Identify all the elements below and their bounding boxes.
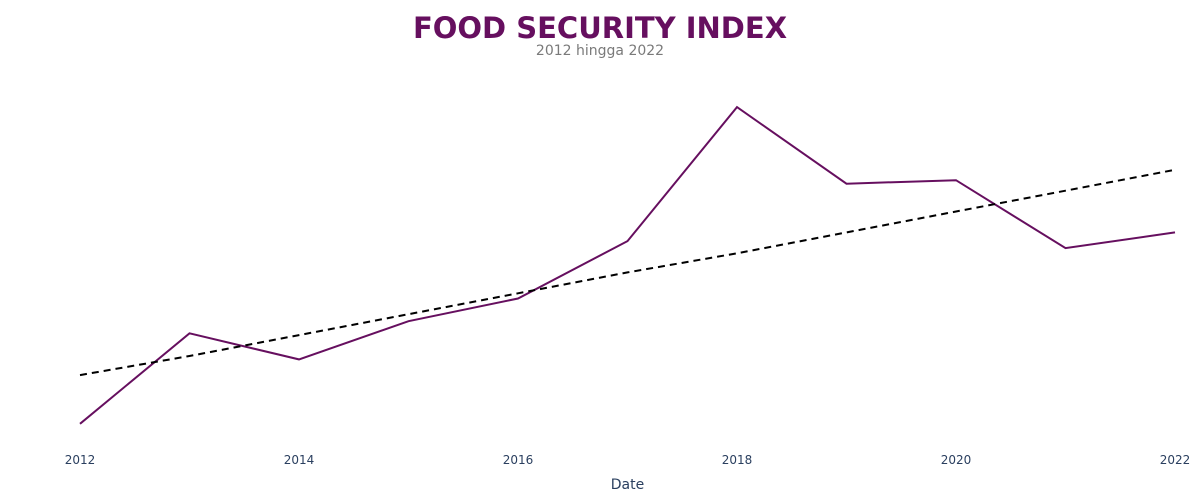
x-axis-title: Date [611, 477, 644, 493]
series-layer [79, 105, 1176, 425]
chart-title: FOOD SECURITY INDEX [412, 11, 788, 45]
chart-subtitle: 2012 hingga 2022 [535, 43, 665, 59]
x-axis-ticks: 2012 2014 2016 2018 2020 2022 [65, 453, 1191, 467]
x-tick-label: 2020 [941, 453, 972, 467]
x-tick-label: 2018 [722, 453, 753, 467]
x-tick-label: 2022 [1160, 453, 1191, 467]
trend-line [79, 168, 1176, 377]
series-line [79, 105, 1176, 425]
x-tick-label: 2016 [503, 453, 534, 467]
x-tick-label: 2012 [65, 453, 96, 467]
x-tick-label: 2014 [284, 453, 315, 467]
